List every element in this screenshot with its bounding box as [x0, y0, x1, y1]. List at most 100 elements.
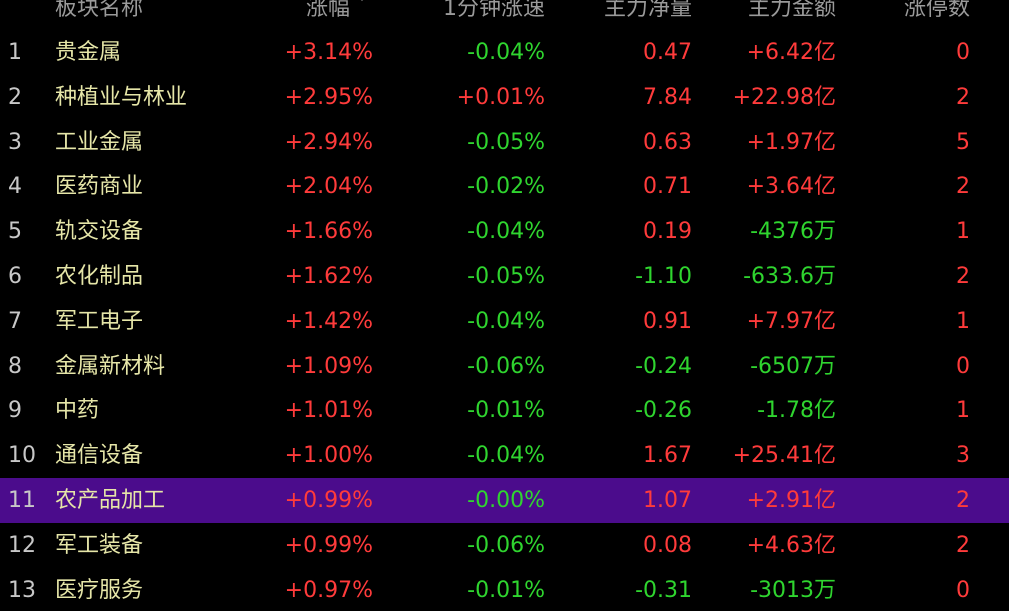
table-row[interactable]: 6 农化制品 +1.62% -0.05% -1.10 -633.6万 2	[0, 254, 1009, 299]
table-row[interactable]: 8 金属新材料 +1.09% -0.06% -0.24 -6507万 0	[0, 344, 1009, 389]
quote-value: +1.09%	[284, 353, 373, 379]
quote-value: 2	[956, 84, 970, 110]
table-row[interactable]: 11 农产品加工 +0.99% -0.00% 1.07 +2.91亿 2	[0, 478, 1009, 523]
quote-value: -0.04%	[467, 443, 545, 469]
sort-arrow-shape	[361, 0, 363, 1]
row-index: 13	[8, 577, 36, 603]
quote-value: +2.91亿	[746, 488, 836, 513]
header-cell[interactable]: 涨幅	[305, 0, 350, 21]
header-cell[interactable]: 主力金额	[747, 0, 836, 21]
sector-name: 种植业与林业	[55, 84, 188, 110]
quote-value: -0.02%	[467, 174, 545, 200]
quote-value: 3	[956, 443, 970, 469]
header-row: 板块名称 涨幅 1分钟涨速 主力净量 主力金额 涨停数	[0, 0, 1009, 31]
quote-value: -0.05%	[467, 129, 545, 155]
header-cell[interactable]: 涨停数	[903, 0, 970, 21]
table-row[interactable]: 5 轨交设备 +1.66% -0.04% 0.19 -4376万 1	[0, 209, 1009, 254]
quote-value: -0.01%	[467, 398, 545, 424]
table-row[interactable]: 4 医药商业 +2.04% -0.02% 0.71 +3.64亿 2	[0, 164, 1009, 209]
table-row[interactable]: 12 军工装备 +0.99% -0.06% 0.08 +4.63亿 2	[0, 523, 1009, 568]
quote-value: +1.42%	[284, 308, 373, 334]
quote-value: +2.95%	[284, 84, 373, 110]
sector-name: 军工装备	[55, 532, 144, 558]
quote-value: +3.14%	[284, 40, 373, 65]
row-index: 11	[8, 488, 36, 513]
quote-value: +0.99%	[284, 488, 373, 513]
quote-value: +1.97亿	[746, 129, 836, 155]
quote-value: +4.63亿	[746, 532, 836, 558]
quote-value: -3013万	[750, 577, 836, 603]
quote-value: +25.41亿	[732, 443, 836, 469]
quote-value: 2	[956, 264, 970, 289]
quote-value: -0.04%	[467, 40, 545, 65]
quote-value: +7.97亿	[746, 308, 836, 334]
quote-value: -0.24	[635, 353, 692, 379]
table-row[interactable]: 10 通信设备 +1.00% -0.04% 1.67 +25.41亿 3	[0, 433, 1009, 478]
quote-value: +6.42亿	[746, 40, 836, 65]
row-index: 8	[8, 353, 22, 379]
quote-value: +1.00%	[284, 443, 373, 469]
row-index: 6	[8, 264, 22, 289]
quote-value: +0.97%	[284, 577, 373, 603]
quote-value: -0.06%	[467, 532, 545, 558]
quote-value: 0.08	[643, 532, 692, 558]
quote-value: -0.04%	[467, 308, 545, 334]
sector-name: 贵金属	[55, 40, 122, 65]
quote-value: 0	[956, 40, 970, 65]
quote-value: -6507万	[750, 353, 836, 379]
quote-value: +0.01%	[456, 84, 545, 110]
quote-value: 0.91	[643, 308, 692, 334]
quote-value: 1	[956, 219, 970, 245]
header-cell[interactable]: 1分钟涨速	[443, 0, 545, 21]
quote-value: -1.10	[635, 264, 692, 289]
quote-value: 7.84	[643, 84, 692, 110]
quote-value: +1.66%	[284, 219, 373, 245]
sector-name: 工业金属	[55, 129, 144, 155]
quote-value: 1.67	[643, 443, 692, 469]
sector-name: 医疗服务	[55, 577, 144, 603]
row-index: 2	[8, 84, 22, 110]
table-row[interactable]: 9 中药 +1.01% -0.01% -0.26 -1.78亿 1	[0, 388, 1009, 433]
quote-value: -0.01%	[467, 577, 545, 603]
quote-value: 0.71	[643, 174, 692, 200]
sector-name: 农产品加工	[55, 488, 166, 513]
row-index: 1	[8, 40, 22, 65]
table-row[interactable]: 3 工业金属 +2.94% -0.05% 0.63 +1.97亿 5	[0, 120, 1009, 165]
quote-value: 0.19	[643, 219, 692, 245]
table-row[interactable]: 2 种植业与林业 +2.95% +0.01% 7.84 +22.98亿 2	[0, 75, 1009, 120]
table-row[interactable]: 1 贵金属 +3.14% -0.04% 0.47 +6.42亿 0	[0, 30, 1009, 75]
quote-value: -0.06%	[467, 353, 545, 379]
quote-value: 1.07	[643, 488, 692, 513]
sector-name: 农化制品	[55, 264, 144, 289]
quote-value: 1	[956, 398, 970, 424]
row-index: 10	[8, 443, 36, 469]
sector-name: 医药商业	[55, 174, 144, 200]
quote-value: -0.26	[635, 398, 692, 424]
row-index: 5	[8, 219, 22, 245]
quote-value: -4376万	[750, 219, 836, 245]
quote-value: 2	[956, 532, 970, 558]
row-index: 7	[8, 308, 22, 334]
quote-value: 0	[956, 353, 970, 379]
quote-value: +3.64亿	[746, 174, 836, 200]
table-row[interactable]: 13 医疗服务 +0.97% -0.01% -0.31 -3013万 0	[0, 568, 1009, 611]
header-cell[interactable]: 板块名称	[55, 0, 144, 21]
row-index: 9	[8, 398, 22, 424]
row-index: 12	[8, 532, 36, 558]
row-index: 4	[8, 174, 22, 200]
quote-value: 0.47	[643, 40, 692, 65]
header-cell[interactable]: 主力净量	[603, 0, 692, 21]
quote-value: -0.05%	[467, 264, 545, 289]
quote-value: -0.04%	[467, 219, 545, 245]
quote-value: 5	[956, 129, 970, 155]
quote-value: -0.31	[635, 577, 692, 603]
quote-value: +22.98亿	[732, 84, 836, 110]
sector-name: 轨交设备	[55, 219, 144, 245]
quote-value: +2.94%	[284, 129, 373, 155]
sort-arrow	[361, 0, 363, 1]
table-row[interactable]: 7 军工电子 +1.42% -0.04% 0.91 +7.97亿 1	[0, 299, 1009, 344]
quote-value: +2.04%	[284, 174, 373, 200]
quote-value: +1.01%	[284, 398, 373, 424]
sector-name: 军工电子	[55, 308, 144, 334]
